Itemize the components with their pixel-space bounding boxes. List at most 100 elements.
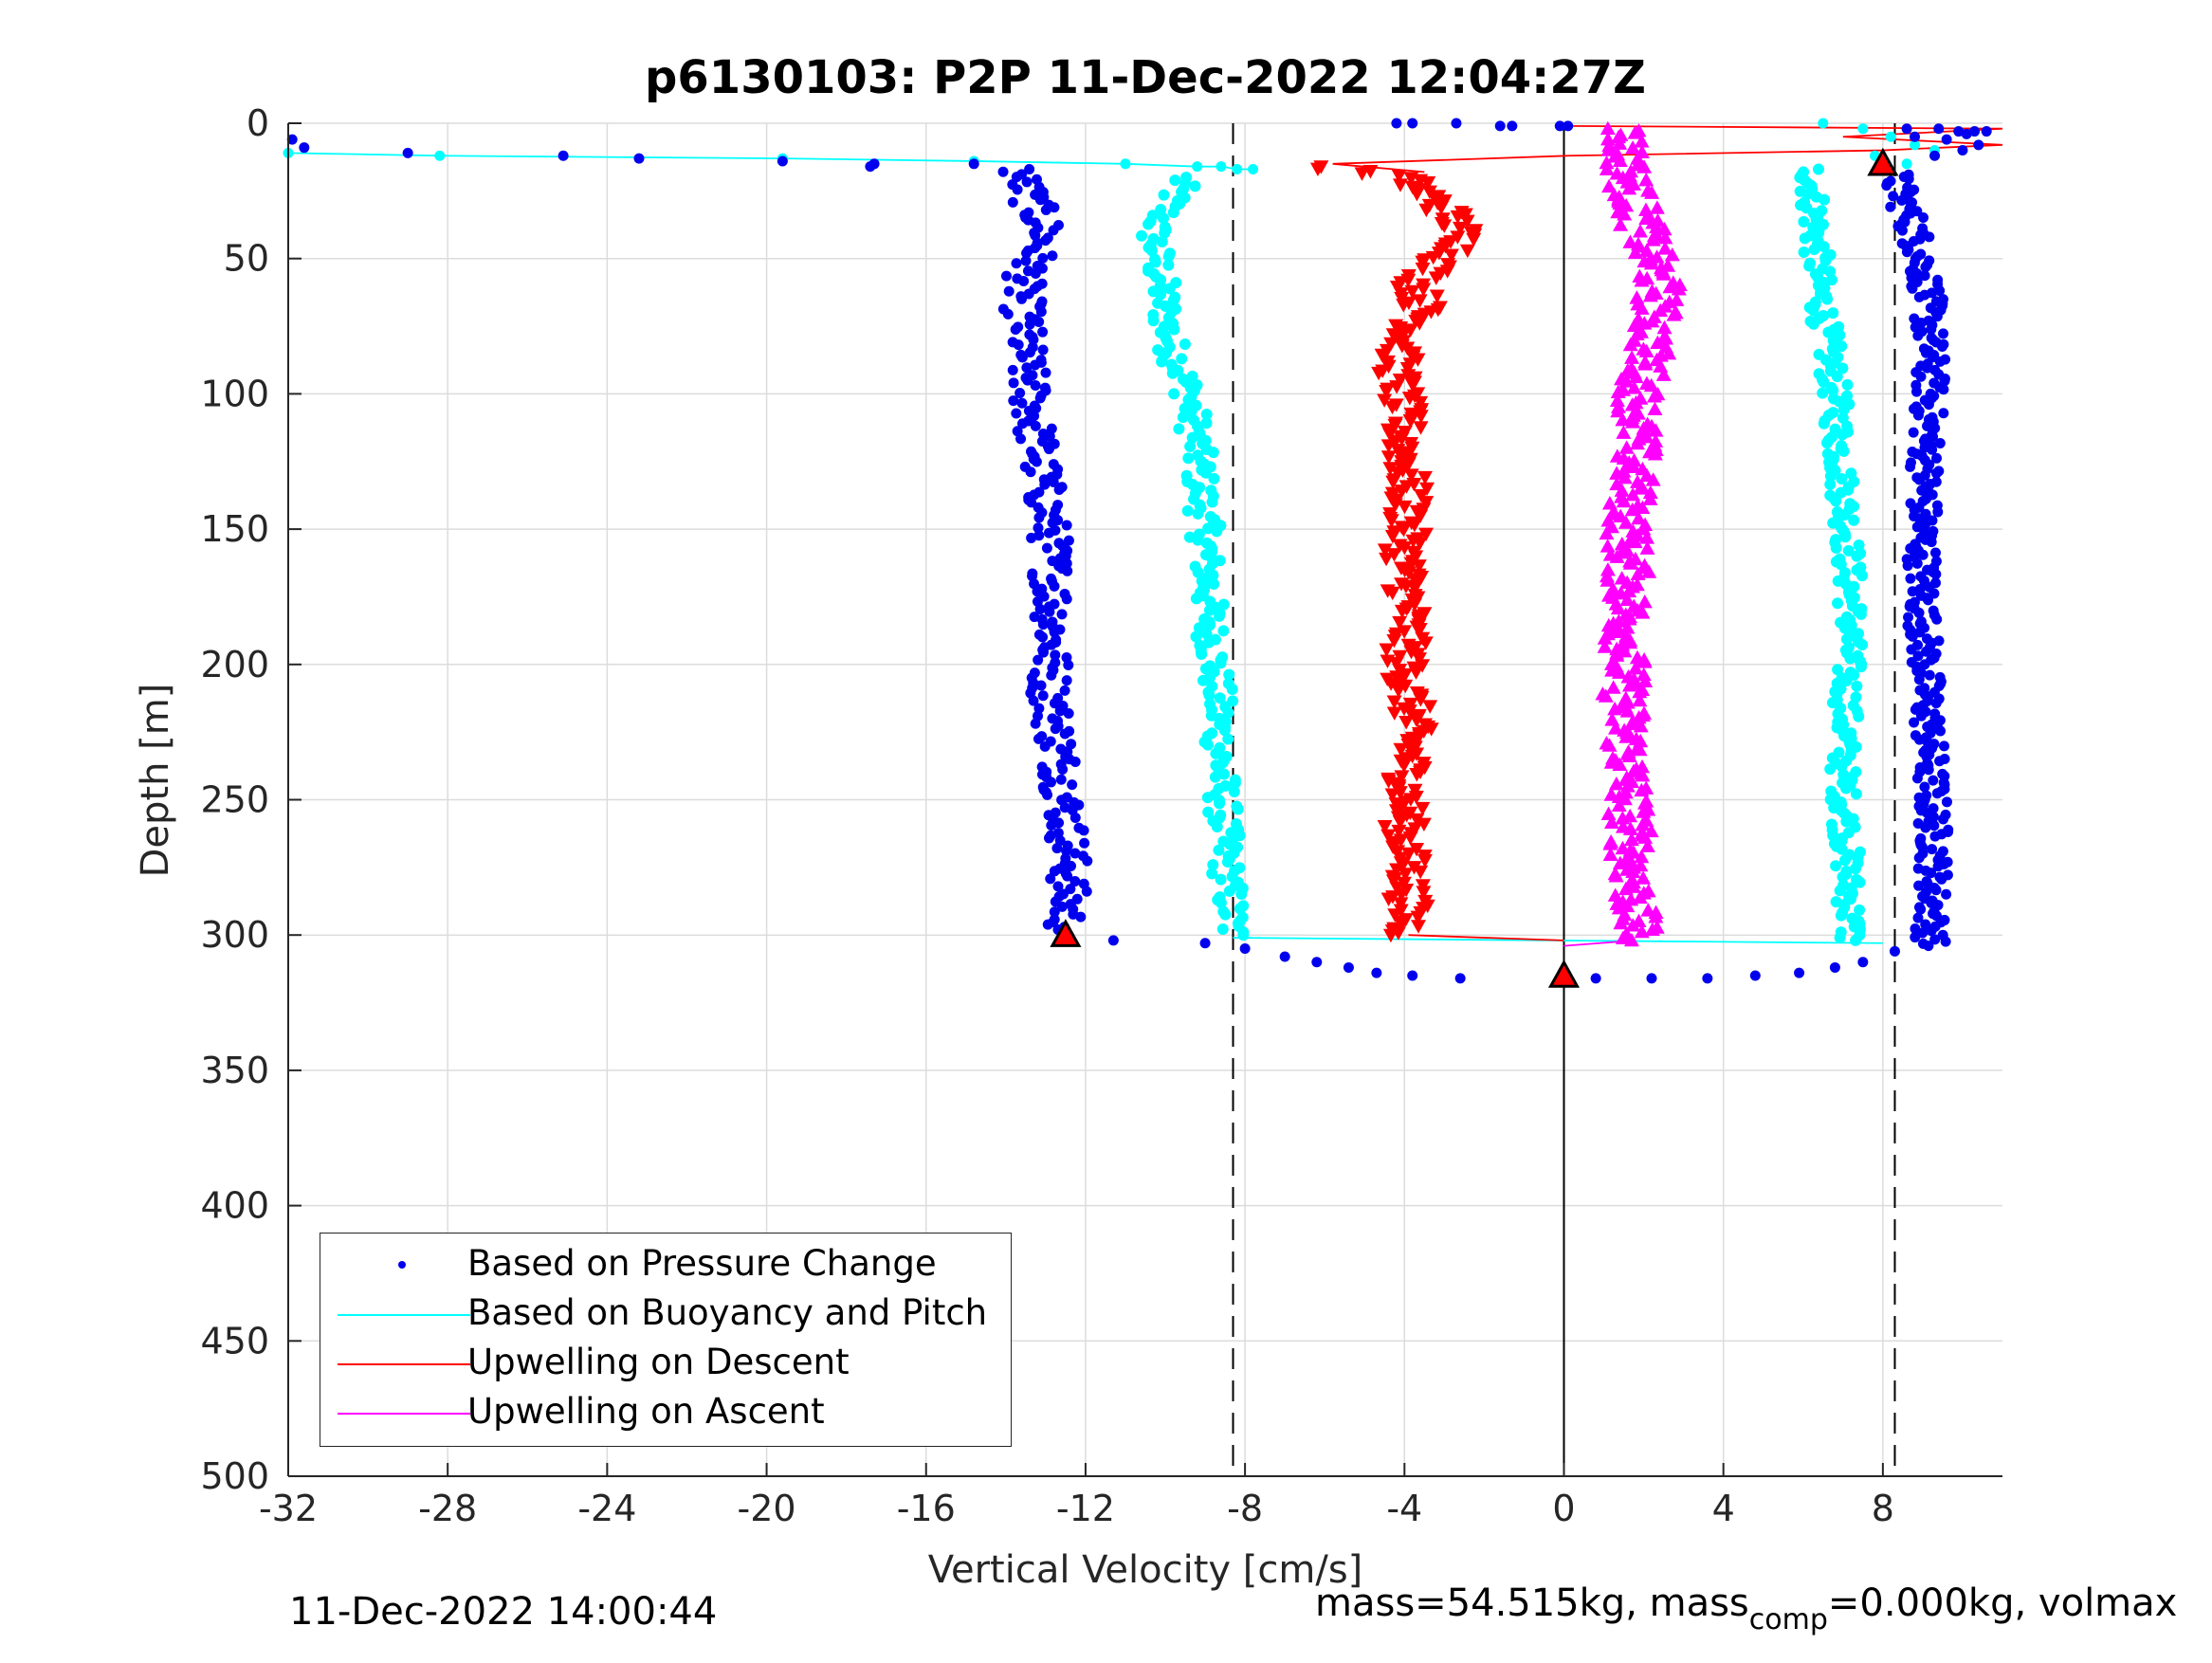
ascent-point [1618, 515, 1634, 529]
descent-point [1387, 434, 1403, 448]
pressure-point [1007, 196, 1018, 208]
buoyancy-point [1156, 356, 1168, 368]
descent-point [1422, 700, 1438, 714]
legend-label: Based on Buoyancy and Pitch [467, 1292, 988, 1333]
ascent-point [1647, 401, 1663, 416]
ascent-point [1641, 564, 1657, 578]
pressure-point [1067, 779, 1078, 791]
buoyancy-point [1840, 815, 1853, 828]
x-tick-label: -32 [259, 1488, 318, 1529]
pressure-point [1034, 604, 1046, 615]
pressure-point [1932, 861, 1944, 872]
buoyancy-point [1162, 259, 1175, 271]
buoyancy-point [1211, 525, 1223, 538]
buoyancy-surface-line [287, 152, 1253, 171]
descent-point [1398, 868, 1414, 882]
ascent-point [1650, 335, 1666, 350]
buoyancy-point [1227, 695, 1239, 707]
pressure-point [1929, 547, 1941, 558]
buoyancy-point [1210, 747, 1222, 759]
pressure-point [299, 142, 310, 154]
buoyancy-point [1839, 531, 1852, 543]
turn-marker [1547, 959, 1581, 988]
ascent-point [1621, 678, 1637, 692]
pressure-point [1907, 630, 1918, 642]
pressure-point [1912, 912, 1924, 923]
ascent-point [1643, 823, 1659, 838]
buoyancy-point [434, 150, 446, 161]
ascent-point [1636, 804, 1652, 818]
descent-point [1418, 203, 1435, 218]
pressure-point [558, 150, 569, 161]
descent-point [1428, 271, 1444, 285]
x-tick-label: 0 [1552, 1488, 1575, 1529]
y-tick-label: 500 [200, 1455, 269, 1497]
pressure-point [1056, 901, 1068, 912]
pressure-point [1062, 565, 1073, 576]
buoyancy-point [1167, 207, 1179, 219]
pressure-point [1929, 150, 1941, 161]
pressure-point [1912, 650, 1924, 662]
buoyancy-point [1235, 888, 1248, 901]
ascent-point [1627, 245, 1643, 260]
buoyancy-point [1237, 929, 1250, 941]
ascent-point [1624, 502, 1640, 517]
descent-point [1413, 509, 1429, 523]
buoyancy-point [1827, 307, 1839, 320]
ascent-point [1616, 493, 1632, 508]
pressure-point [1023, 288, 1034, 300]
pressure-point [1933, 123, 1945, 135]
pressure-point [1011, 258, 1022, 269]
pressure-point [1024, 319, 1035, 330]
descent-point [1387, 908, 1403, 923]
buoyancy-point [1215, 657, 1227, 669]
ascent-point [1638, 172, 1654, 187]
legend-label: Upwelling on Ascent [467, 1391, 825, 1432]
ascent-point [1629, 435, 1645, 450]
pressure-point [1926, 868, 1937, 879]
pressure-point [1081, 886, 1092, 897]
buoyancy-point [1836, 473, 1848, 485]
buoyancy-point [1232, 803, 1244, 815]
buoyancy-point [1182, 452, 1195, 465]
buoyancy-point [1219, 908, 1232, 921]
buoyancy-point [1201, 739, 1214, 751]
buoyancy-point [1158, 189, 1170, 201]
buoyancy-point [1192, 507, 1204, 520]
pressure-point [1024, 164, 1035, 175]
descent-point [1380, 439, 1397, 453]
ascent-point [1613, 915, 1629, 930]
ascent-point [1621, 748, 1637, 763]
buoyancy-point [1216, 923, 1229, 936]
pressure-point [1903, 174, 1914, 185]
buoyancy-point [1817, 387, 1829, 399]
pressure-point [1011, 172, 1022, 183]
buoyancy-point [1807, 304, 1819, 317]
buoyancy-point [1156, 235, 1168, 247]
descent-point [1384, 586, 1400, 601]
buoyancy-point [1206, 496, 1218, 508]
pressure-point [1018, 276, 1030, 287]
buoyancy-point [1223, 885, 1235, 897]
legend-item-descent: Upwelling on Descent [320, 1340, 1011, 1389]
descent-point [1387, 418, 1403, 433]
descent-point [1450, 230, 1466, 245]
pressure-point [1050, 723, 1061, 735]
y-tick-label: 300 [200, 914, 269, 956]
pressure-point [1912, 410, 1924, 421]
y-tick-label: 350 [200, 1050, 269, 1091]
pressure-point [1930, 885, 1942, 896]
ascent-point [1634, 134, 1650, 148]
descent-point [1408, 666, 1424, 680]
legend-item-ascent: Upwelling on Ascent [320, 1389, 1011, 1438]
pressure-point [1934, 715, 1946, 726]
ascent-point [1617, 469, 1633, 484]
y-tick-label: 100 [200, 373, 269, 414]
buoyancy-point [1855, 608, 1867, 620]
ascent-point [1621, 612, 1637, 626]
pressure-point [1794, 967, 1805, 978]
legend-line-sample [338, 1363, 470, 1365]
ascent-point [1627, 534, 1643, 549]
descent-point [1417, 470, 1433, 485]
buoyancy-point [1834, 885, 1846, 897]
